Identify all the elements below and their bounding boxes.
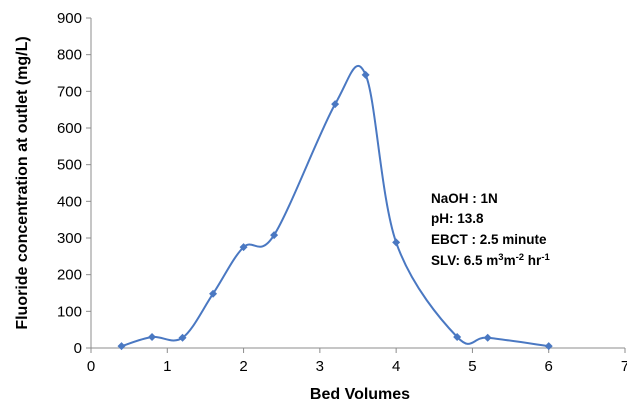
data-point (270, 231, 279, 240)
data-point (148, 333, 157, 341)
y-tick-label: 600 (57, 120, 82, 137)
data-point (453, 333, 462, 341)
data-point (209, 289, 218, 298)
axes (90, 18, 625, 349)
annotation-slv: SLV: 6.5 m3m-2 hr-1 (431, 252, 550, 268)
y-tick-label: 200 (57, 267, 82, 284)
annotation-ph: pH: 13.8 (431, 211, 484, 226)
x-tick-label: 6 (545, 358, 553, 375)
y-tick-label: 400 (57, 193, 82, 210)
y-axis-title: Fluoride concentration at outlet (mg/L) (14, 36, 31, 329)
x-axis-title: Bed Volumes (310, 386, 410, 403)
y-tick-label: 300 (57, 230, 82, 247)
data-point (117, 342, 126, 351)
x-tick-label: 7 (621, 358, 627, 375)
y-tick-label: 700 (57, 83, 82, 100)
condition-annotations: NaOH : 1N pH: 13.8 EBCT : 2.5 minute SLV… (431, 191, 550, 268)
x-tick-label: 5 (468, 358, 476, 375)
ticks: 0 100 200 300 400 500 600 700 800 900 0 1 2 3 4 5 6 7 (57, 10, 627, 375)
x-tick-label: 4 (392, 358, 400, 375)
x-tick-label: 0 (87, 358, 95, 375)
data-point (239, 243, 248, 252)
data-point (544, 342, 553, 351)
data-point (361, 70, 370, 79)
x-tick-label: 1 (163, 358, 171, 375)
x-tick-label: 2 (239, 358, 247, 375)
x-tick-label: 3 (316, 358, 324, 375)
series-layer (117, 64, 553, 351)
y-tick-label: 900 (57, 10, 82, 27)
data-point (178, 333, 187, 342)
y-tick-label: 800 (57, 47, 82, 64)
data-point (483, 333, 492, 342)
annotation-ebct: EBCT : 2.5 minute (431, 232, 547, 247)
y-tick-label: 0 (74, 340, 82, 357)
y-tick-label: 100 (57, 303, 82, 320)
y-tick-label: 500 (57, 157, 82, 174)
data-point (331, 100, 340, 109)
annotation-naoh: NaOH : 1N (431, 191, 498, 206)
data-point (392, 238, 401, 247)
